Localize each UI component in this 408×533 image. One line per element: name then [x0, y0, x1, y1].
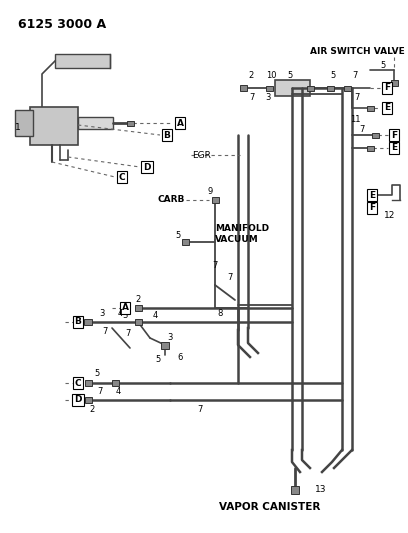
- Text: F: F: [391, 131, 397, 140]
- Text: A: A: [177, 118, 184, 127]
- Bar: [135, 319, 142, 325]
- Text: 2: 2: [89, 406, 95, 415]
- Bar: [15, 110, 33, 136]
- Bar: [161, 342, 169, 349]
- Text: 5: 5: [94, 369, 100, 378]
- Text: 11: 11: [350, 116, 360, 125]
- Bar: [344, 85, 350, 91]
- Bar: [239, 85, 246, 91]
- Bar: [366, 106, 373, 110]
- Bar: [135, 305, 142, 311]
- Text: 4: 4: [115, 387, 121, 397]
- Text: 6: 6: [177, 353, 183, 362]
- Bar: [266, 85, 273, 91]
- Text: 5: 5: [330, 71, 336, 80]
- Text: 7: 7: [354, 93, 360, 102]
- Text: 6125 3000 A: 6125 3000 A: [18, 18, 106, 31]
- Bar: [55, 54, 110, 68]
- Bar: [372, 133, 379, 138]
- Text: 7: 7: [212, 261, 218, 270]
- Text: D: D: [74, 395, 82, 405]
- Text: 5: 5: [380, 61, 386, 69]
- Text: 10: 10: [266, 70, 276, 79]
- Text: A: A: [122, 303, 129, 312]
- Text: B: B: [75, 318, 82, 327]
- Text: B: B: [164, 131, 171, 140]
- Text: 3: 3: [122, 311, 128, 319]
- Text: VAPOR CANISTER: VAPOR CANISTER: [220, 502, 321, 512]
- Bar: [211, 197, 219, 203]
- Text: 7: 7: [359, 125, 365, 134]
- Bar: [84, 380, 91, 386]
- Text: 7: 7: [125, 329, 131, 338]
- Bar: [182, 239, 188, 245]
- Text: 7: 7: [102, 327, 108, 335]
- Text: F: F: [369, 204, 375, 213]
- Text: 5: 5: [287, 70, 293, 79]
- Text: E: E: [369, 190, 375, 199]
- Text: C: C: [75, 378, 81, 387]
- Bar: [111, 380, 118, 386]
- Bar: [291, 486, 299, 494]
- Text: D: D: [143, 163, 151, 172]
- Bar: [30, 107, 78, 145]
- Bar: [326, 85, 333, 91]
- Text: 7: 7: [98, 387, 103, 397]
- Bar: [126, 120, 133, 125]
- Text: 5: 5: [175, 230, 181, 239]
- Text: 13: 13: [315, 486, 326, 495]
- Text: 5: 5: [155, 356, 161, 365]
- Text: EGR: EGR: [192, 150, 211, 159]
- Text: 9: 9: [207, 188, 213, 197]
- Text: 12: 12: [384, 211, 396, 220]
- Text: 3: 3: [265, 93, 271, 102]
- Text: 7: 7: [353, 71, 358, 80]
- Text: 2: 2: [135, 295, 141, 303]
- Text: 3: 3: [99, 309, 105, 318]
- Text: 2: 2: [248, 70, 254, 79]
- Text: MANIFOLD
VACUUM: MANIFOLD VACUUM: [215, 224, 269, 244]
- Text: AIR SWITCH VALVE: AIR SWITCH VALVE: [310, 47, 405, 56]
- Bar: [78, 117, 113, 129]
- Bar: [84, 319, 92, 325]
- Text: 4: 4: [152, 311, 157, 319]
- Bar: [275, 80, 310, 96]
- Text: 7: 7: [197, 406, 203, 415]
- Text: 7: 7: [249, 93, 255, 102]
- Text: CARB: CARB: [157, 196, 185, 205]
- Text: 4: 4: [118, 309, 123, 318]
- Text: C: C: [119, 173, 125, 182]
- Text: 1: 1: [15, 123, 21, 132]
- Text: F: F: [384, 84, 390, 93]
- Bar: [84, 397, 91, 403]
- Text: E: E: [391, 143, 397, 152]
- Bar: [366, 146, 373, 150]
- Bar: [390, 80, 397, 86]
- Text: 8: 8: [217, 309, 223, 318]
- Bar: [306, 85, 313, 91]
- Text: 3: 3: [167, 334, 173, 343]
- Text: 7: 7: [227, 273, 233, 282]
- Text: E: E: [384, 103, 390, 112]
